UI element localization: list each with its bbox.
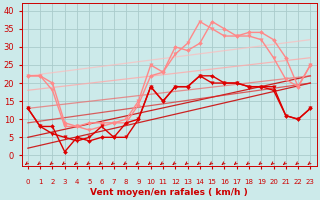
X-axis label: Vent moyen/en rafales ( km/h ): Vent moyen/en rafales ( km/h ) (90, 188, 248, 197)
